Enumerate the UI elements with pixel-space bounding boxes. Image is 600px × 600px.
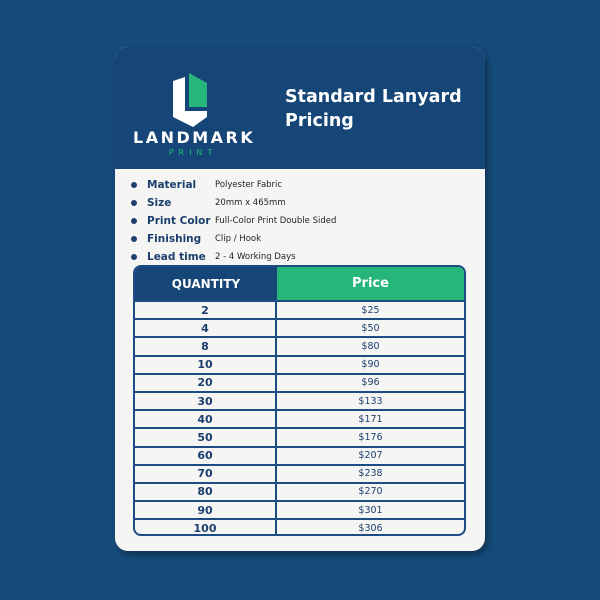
price-cell: $133: [358, 395, 383, 407]
price-cell: $238: [358, 468, 383, 480]
price-cell: $80: [361, 340, 380, 352]
header-price: Price: [277, 267, 464, 300]
price-cell: $301: [358, 504, 383, 516]
table-row: 100 $306: [135, 518, 464, 534]
quantity-cell: 60: [135, 447, 277, 464]
price-table: QUANTITY Price 2 $25 4 $50 8 $80 10 $90 20 $96 30 $…: [133, 265, 466, 536]
quantity-cell: 80: [135, 483, 277, 501]
spec-value: Polyester Fabric: [215, 180, 283, 190]
quantity-cell: 70: [135, 465, 277, 482]
spec-value: Full-Color Print Double Sided: [215, 216, 337, 226]
quantity-cell: 40: [135, 411, 277, 428]
header-quantity: QUANTITY: [135, 267, 277, 300]
quantity-cell: 30: [135, 392, 277, 410]
table-row: 70 $238: [135, 463, 464, 482]
bullet-icon: [131, 200, 137, 206]
spec-label: Finishing: [147, 233, 202, 245]
spec-item: Material Polyester Fabric: [131, 176, 336, 194]
spec-value: 20mm x 465mm: [215, 198, 286, 208]
landmark-logo-icon: [173, 73, 207, 127]
price-cell: $90: [361, 359, 380, 371]
card-header: LANDMARK PRINT Standard Lanyard Pricing: [115, 47, 485, 169]
spec-item: Finishing Clip / Hook: [131, 230, 336, 248]
quantity-cell: 10: [135, 356, 277, 373]
spec-list: Material Polyester Fabric Size 20mm x 465mm…: [131, 176, 336, 266]
table-row: 40 $171: [135, 409, 464, 428]
table-row: 90 $301: [135, 500, 464, 519]
price-cell: $176: [358, 431, 383, 443]
quantity-cell: 2: [135, 302, 277, 319]
spec-label: Print Color: [147, 215, 211, 227]
spec-value: 2 - 4 Working Days: [215, 252, 296, 262]
table-row: 2 $25: [135, 300, 464, 319]
table-row: 30 $133: [135, 390, 464, 410]
price-cell: $270: [358, 486, 383, 498]
brand-name: LANDMARK: [133, 128, 256, 147]
table-row: 50 $176: [135, 427, 464, 446]
spec-item: Lead time 2 - 4 Working Days: [131, 248, 336, 266]
quantity-cell: 20: [135, 374, 277, 391]
price-cell: $207: [358, 450, 383, 462]
spec-item: Size 20mm x 465mm: [131, 194, 336, 212]
quantity-cell: 90: [135, 502, 277, 519]
spec-label: Size: [147, 197, 172, 209]
spec-label: Material: [147, 179, 197, 191]
bullet-icon: [131, 218, 137, 224]
quantity-cell: 100: [135, 520, 277, 534]
brand-sub: PRINT: [168, 148, 218, 157]
pricing-card: LANDMARK PRINT Standard Lanyard Pricing …: [115, 47, 485, 551]
table-row: 4 $50: [135, 318, 464, 337]
table-row: 60 $207: [135, 445, 464, 464]
quantity-cell: 50: [135, 429, 277, 446]
bullet-icon: [131, 182, 137, 188]
table-row: 10 $90: [135, 354, 464, 373]
spec-label: Lead time: [147, 251, 206, 263]
table-row: 8 $80: [135, 336, 464, 355]
page-title: Standard Lanyard Pricing: [285, 87, 462, 131]
table-header: QUANTITY Price: [135, 267, 464, 300]
bullet-icon: [131, 236, 137, 242]
price-cell: $171: [358, 413, 383, 425]
bullet-icon: [131, 254, 137, 260]
price-cell: $25: [361, 304, 380, 316]
price-cell: $96: [361, 377, 380, 389]
price-cell: $50: [361, 322, 380, 334]
quantity-cell: 8: [135, 338, 277, 355]
quantity-cell: 4: [135, 320, 277, 337]
table-row: 80 $270: [135, 481, 464, 501]
spec-value: Clip / Hook: [215, 234, 262, 244]
spec-item: Print Color Full-Color Print Double Sided: [131, 212, 336, 230]
price-cell: $306: [358, 522, 383, 534]
table-row: 20 $96: [135, 372, 464, 391]
